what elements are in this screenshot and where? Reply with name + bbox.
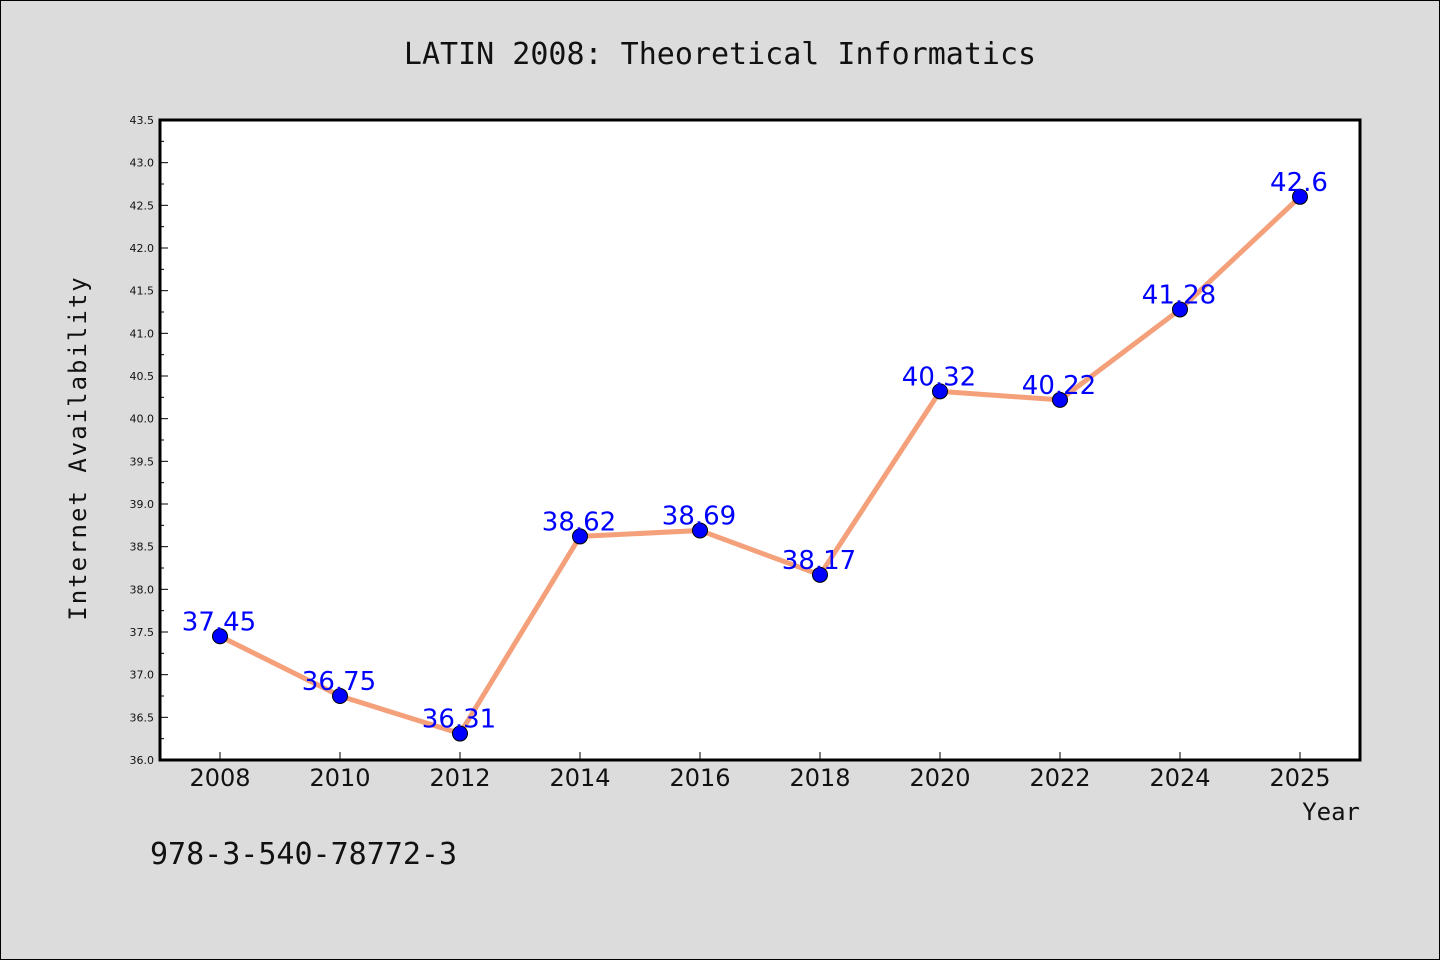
- chart-title: LATIN 2008: Theoretical Informatics: [404, 37, 1036, 72]
- y-tick-label: 40.0: [130, 413, 155, 426]
- y-tick-label: 42.0: [130, 242, 155, 255]
- y-tick-label: 42.5: [130, 199, 155, 212]
- y-axis-label: Internet Availability: [64, 275, 92, 620]
- data-label: 38.17: [782, 546, 856, 576]
- x-tick-label: 2012: [429, 764, 490, 792]
- y-tick-label: 41.5: [130, 285, 155, 298]
- data-point: [692, 522, 708, 539]
- data-point: [452, 725, 468, 742]
- y-tick-label: 37.0: [130, 669, 155, 682]
- y-tick-label: 38.0: [130, 583, 155, 596]
- data-point: [332, 688, 348, 704]
- series-line: [217, 194, 1303, 737]
- data-point: [812, 566, 828, 583]
- data-point: [1292, 188, 1308, 205]
- y-tick-label: 43.5: [130, 114, 155, 127]
- x-tick-label: 2022: [1029, 764, 1090, 792]
- data-point: [572, 528, 588, 545]
- y-tick-label: 39.5: [130, 455, 155, 468]
- data-point: [1172, 301, 1188, 318]
- data-label: 40.32: [902, 362, 976, 392]
- x-tick-label: 2020: [909, 764, 970, 792]
- x-tick-label: 2014: [549, 764, 610, 792]
- plot-area: [158, 118, 1362, 762]
- y-tick-label: 37.5: [130, 626, 155, 639]
- x-tick-label: 2008: [189, 764, 250, 792]
- x-axis: 2008 2010 2012 2014 2016 2018 2020 2022 2024 2025: [189, 752, 1331, 792]
- y-tick-label: 36.0: [130, 754, 155, 767]
- y-tick-label: 41.0: [130, 327, 155, 340]
- y-tick-label: 39.0: [130, 498, 155, 511]
- x-tick-label: 2018: [789, 764, 850, 792]
- data-label: 36.31: [422, 705, 496, 735]
- data-label: 38.69: [662, 501, 736, 531]
- x-axis-label: Year: [1302, 798, 1360, 826]
- x-tick-label: 2025: [1269, 764, 1330, 792]
- series-internet-availability: 37.45 36.75 36.31 38.62 38.69 38.17 40.32 40.22…: [182, 168, 1328, 742]
- isbn-text: 978-3-540-78772-3: [150, 837, 457, 872]
- data-label: 36.75: [302, 667, 376, 697]
- data-label: 41.28: [1142, 280, 1216, 310]
- data-label: 38.62: [542, 507, 616, 537]
- y-tick-label: 38.5: [130, 541, 155, 554]
- data-point: [212, 628, 228, 645]
- y-axis: 36.0 36.5 37.0 37.5 38.0 38.5 39.0 39.5 40.0 40.5…: [130, 114, 168, 767]
- data-label: 40.22: [1022, 371, 1096, 401]
- data-point: [1052, 391, 1068, 408]
- x-tick-label: 2010: [309, 764, 370, 792]
- data-label: 42.6: [1270, 168, 1328, 198]
- x-tick-label: 2024: [1149, 764, 1210, 792]
- y-tick-label: 40.5: [130, 370, 155, 383]
- data-point: [932, 383, 948, 400]
- x-tick-label: 2016: [669, 764, 730, 792]
- y-tick-label: 43.0: [130, 157, 155, 170]
- data-label: 37.45: [182, 607, 256, 637]
- y-tick-label: 36.5: [130, 711, 155, 724]
